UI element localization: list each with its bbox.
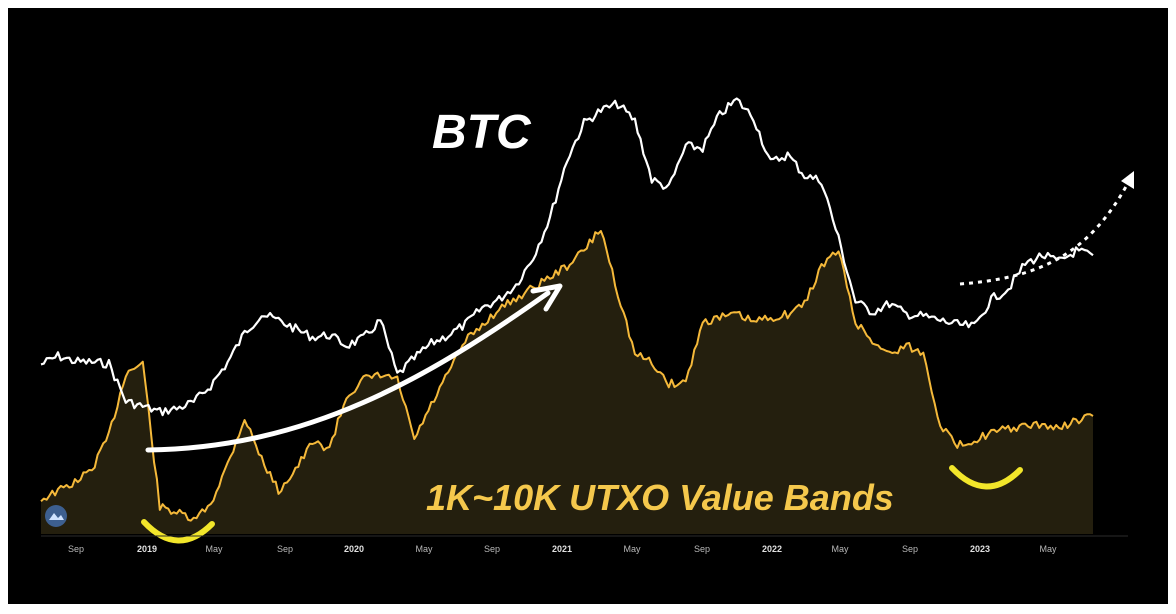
x-tick-label: May [415,544,433,554]
cloud-logo-icon [49,513,64,520]
utxo-band-series-label: 1K~10K UTXO Value Bands [426,477,894,518]
x-tick-label: May [831,544,849,554]
x-tick-label: 2023 [970,544,990,554]
btc-series-label: BTC [432,106,532,159]
x-tick-label: Sep [68,544,84,554]
x-tick-label: Sep [277,544,293,554]
chart-frame: BTC 1K~10K UTXO Value Bands Sep 2019 May… [8,8,1168,604]
x-tick-label: May [205,544,223,554]
uptrend-arrow-head-icon [530,283,563,312]
future-trend-dotted-arrow [959,182,1130,286]
btc-price-line [40,97,1094,417]
utxo-band-line [40,230,1094,522]
x-tick-label: Sep [484,544,500,554]
x-tick-label: Sep [902,544,918,554]
uptrend-arrow-annotation [145,290,551,453]
chart-canvas: BTC 1K~10K UTXO Value Bands Sep 2019 May… [40,97,1134,554]
x-tick-label: 2019 [137,544,157,554]
x-tick-label: 2022 [762,544,782,554]
bottom-smile-mark-2022 [949,465,1023,490]
x-axis-ticks: Sep 2019 May Sep 2020 May Sep 2021 May S… [68,544,1057,554]
x-tick-label: May [623,544,641,554]
x-tick-label: 2020 [344,544,364,554]
x-tick-label: May [1039,544,1057,554]
future-trend-arrow-head-icon [1121,171,1134,189]
bottom-smile-mark-2019 [141,519,215,544]
x-tick-label: 2021 [552,544,572,554]
logo-badge [45,505,67,527]
x-tick-label: Sep [694,544,710,554]
